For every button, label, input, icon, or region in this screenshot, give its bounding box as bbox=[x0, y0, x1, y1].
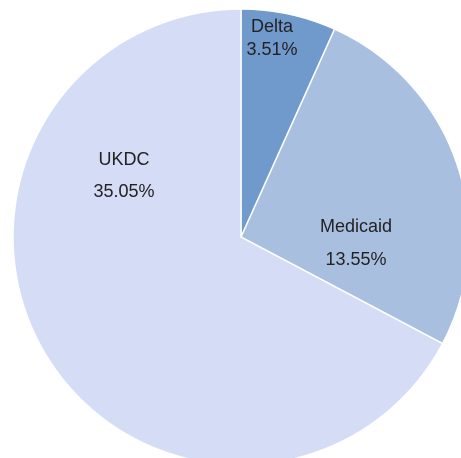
pie-slice bbox=[12, 8, 444, 458]
slice-category-label: Delta bbox=[251, 16, 294, 36]
slice-value-label: 13.55% bbox=[325, 249, 386, 269]
slice-category-label: UKDC bbox=[98, 149, 149, 169]
slice-value-label: 3.51% bbox=[246, 39, 297, 59]
slice-category-label: Medicaid bbox=[320, 216, 392, 236]
pie-slice bbox=[240, 28, 461, 345]
slice-value-label: 35.05% bbox=[93, 181, 154, 201]
